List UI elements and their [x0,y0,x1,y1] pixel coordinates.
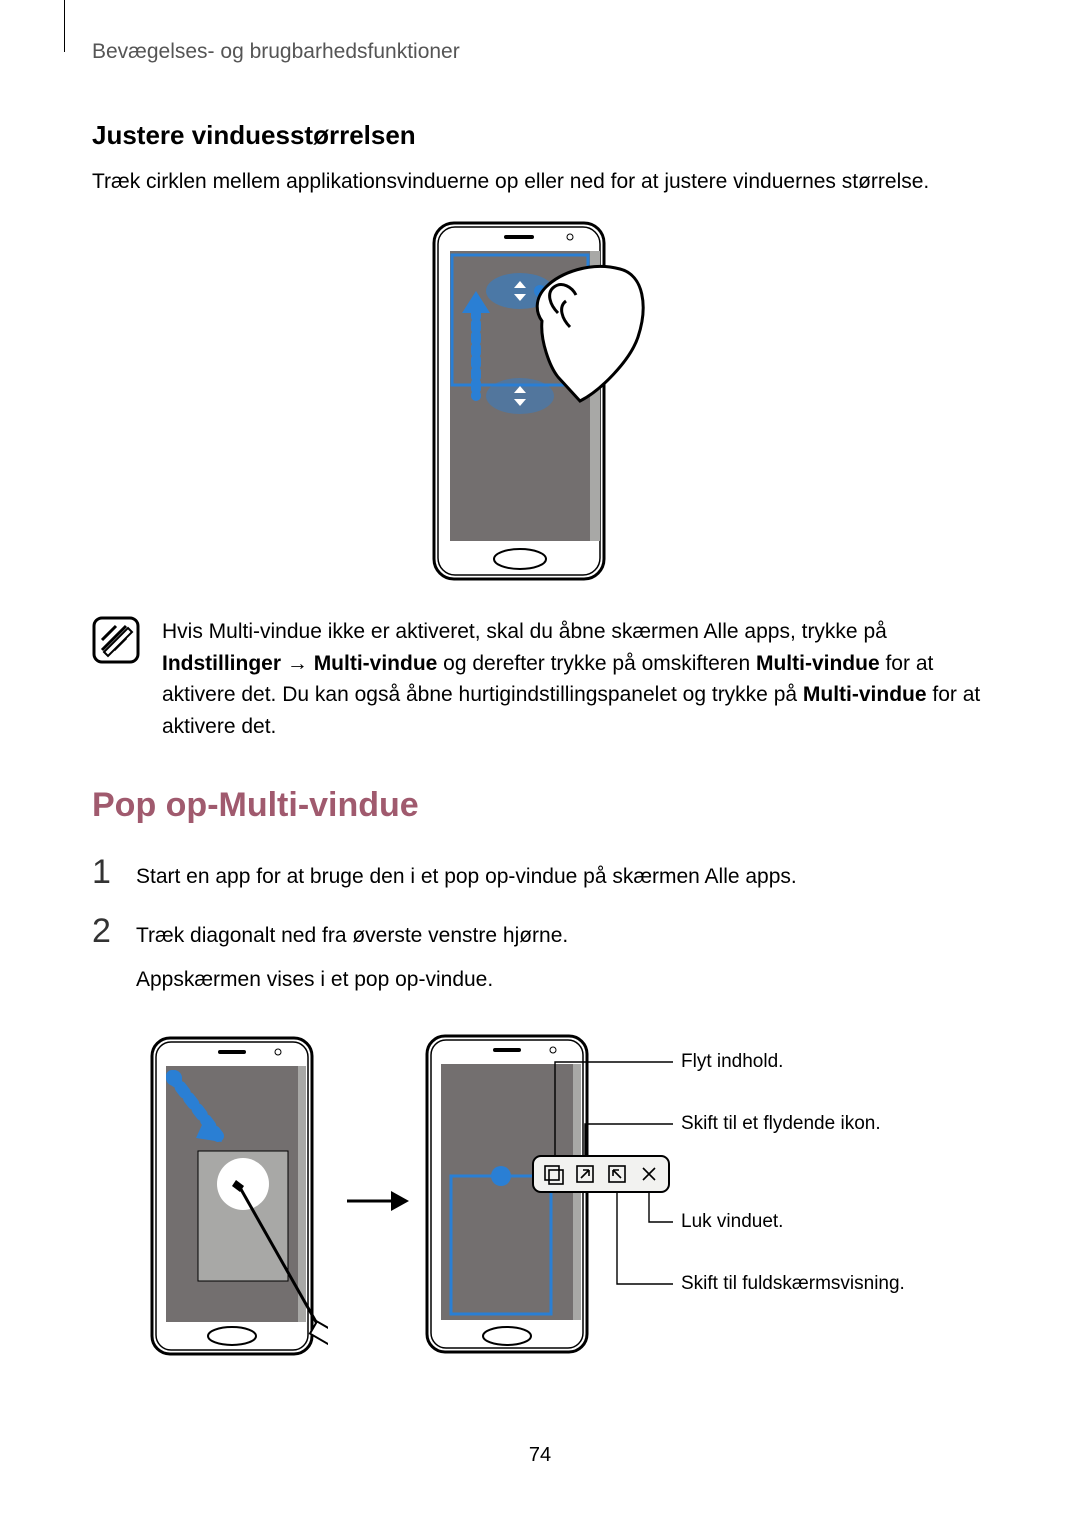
section2-heading: Pop op-Multi-vindue [92,786,988,825]
callout-move: Flyt indhold. [681,1051,783,1073]
phone-resize-icon [430,221,650,581]
step-2-text: Træk diagonalt ned fra øverste venstre h… [136,919,568,1006]
step-1-num: 1 [92,855,120,889]
callout-fullscreen: Skift til fuldskærmsvisning. [681,1273,905,1295]
step-1: 1 Start en app for at bruge den i et pop… [92,855,988,894]
note-b2: Multi-vindue [314,652,438,675]
step-1-text: Start en app for at bruge den i et pop o… [136,860,797,894]
note-block: Hvis Multi-vindue ikke er aktiveret, ska… [92,616,988,742]
note-t1: Hvis Multi-vindue ikke er aktiveret, ska… [162,620,887,643]
arrow-right-icon [343,1181,413,1221]
note-b4: Multi-vindue [803,683,927,706]
section1-para: Træk cirklen mellem applikationsvinduern… [92,167,988,197]
callout-floating: Skift til et flydende ikon. [681,1113,881,1135]
phone-popup-left-icon [148,1036,328,1356]
section1-heading: Justere vinduesstørrelsen [92,120,988,151]
note-b1: Indstillinger [162,652,281,675]
page-number: 74 [0,1444,1080,1467]
figure-resize [92,221,988,586]
page-content: Bevægelses- og brugbarhedsfunktioner Jus… [92,40,988,1386]
step-2-num: 2 [92,914,120,948]
step-2: 2 Træk diagonalt ned fra øverste venstre… [92,914,988,1006]
callout-close: Luk vinduet. [681,1211,783,1233]
figure-popup: Flyt indhold. Skift til et flydende ikon… [128,1026,988,1386]
margin-rule [64,0,65,52]
phone-popup-right-icon [423,1026,983,1366]
note-t2: og derefter trykke på omskifteren [437,652,756,675]
note-arrow: → [281,652,314,675]
step-2b: Appskærmen vises i et pop op-vindue. [136,963,568,997]
note-icon [92,616,140,664]
running-head: Bevægelses- og brugbarhedsfunktioner [92,40,988,64]
note-text: Hvis Multi-vindue ikke er aktiveret, ska… [162,616,988,742]
step-2a: Træk diagonalt ned fra øverste venstre h… [136,919,568,953]
note-b3: Multi-vindue [756,652,880,675]
